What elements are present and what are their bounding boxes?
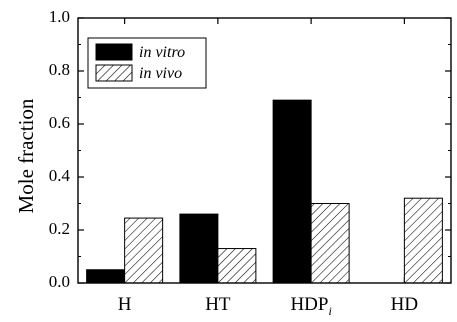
y-tick-label: 0.8	[49, 60, 70, 79]
bar-in-vivo-h	[124, 217, 164, 284]
x-category-label: HDPi	[290, 294, 331, 318]
y-tick-label: 0.6	[49, 113, 70, 132]
y-axis-title: Mole fraction	[14, 98, 38, 213]
y-tick-label: 0.0	[49, 272, 70, 291]
y-axis-ticks: 0.0 0.2 0.4 0.6 0.8 1.0	[49, 7, 451, 291]
bar-in-vivo-ht	[217, 248, 257, 284]
bar-in-vitro-ht	[179, 213, 219, 284]
category-name: HT	[205, 294, 231, 315]
legend-label-in-vitro: in vitro	[139, 44, 185, 61]
x-category-label: HT	[205, 294, 231, 315]
legend-swatch-in-vitro	[95, 43, 133, 61]
x-category-label: HD	[391, 294, 418, 315]
x-category-label: H	[118, 294, 132, 315]
legend-label-in-vivo: in vivo	[139, 65, 182, 82]
category-name: HD	[391, 294, 418, 315]
plot-frame	[77, 17, 452, 284]
bar-in-vitro-hdp	[272, 99, 312, 284]
legend: in vitro in vivo	[87, 37, 207, 89]
category-name: H	[118, 294, 132, 315]
category-labels: H HT HDPi HD	[118, 294, 418, 318]
bar-in-vivo-hd	[403, 197, 443, 284]
y-tick-label: 0.2	[49, 219, 70, 238]
y-tick-label: 0.4	[49, 166, 71, 185]
category-subscript: i	[328, 304, 331, 318]
legend-swatch-in-vivo	[95, 64, 133, 82]
y-tick-label: 1.0	[49, 7, 70, 26]
category-name: HDP	[290, 294, 328, 315]
bar-in-vitro-h	[86, 269, 126, 284]
bars	[86, 99, 443, 284]
bar-in-vivo-hdp	[310, 203, 350, 284]
